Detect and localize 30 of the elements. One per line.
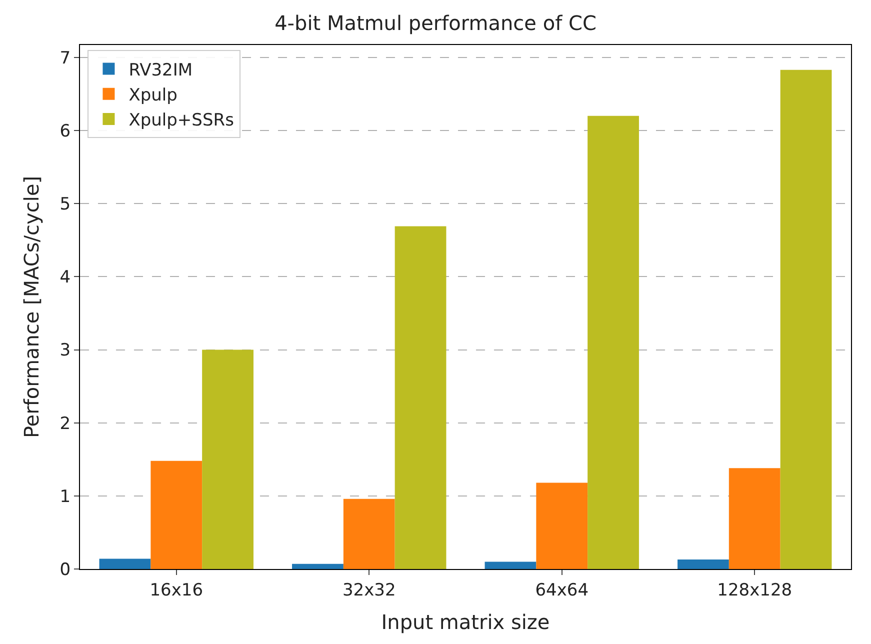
bar	[292, 564, 344, 569]
chart-title: 4-bit Matmul performance of CC	[274, 11, 596, 36]
bar	[202, 350, 254, 569]
y-tick-label: 0	[60, 560, 71, 580]
x-tick-label: 64x64	[535, 580, 589, 600]
legend-label: Xpulp+SSRs	[128, 110, 234, 131]
y-tick-label: 3	[60, 340, 71, 361]
bar	[588, 116, 639, 569]
bar	[780, 70, 832, 569]
bar	[150, 460, 202, 569]
bar	[394, 226, 446, 569]
y-tick-label: 2	[60, 414, 71, 434]
y-tick-label: 6	[60, 121, 71, 142]
x-tick-label: 128x128	[717, 580, 792, 600]
y-axis-title: Performance [MACs/cycle]	[19, 176, 44, 438]
x-tick-label: 32x32	[342, 580, 396, 600]
y-tick-label: 5	[60, 194, 71, 215]
bar	[99, 558, 151, 569]
bar	[678, 560, 729, 569]
bar	[536, 482, 588, 569]
bar	[484, 562, 536, 569]
legend-label: RV32IM	[128, 60, 193, 80]
bar	[728, 468, 780, 569]
y-tick-label: 7	[60, 48, 71, 68]
x-axis-title: Input matrix size	[381, 610, 550, 634]
y-tick-label: 4	[60, 268, 71, 288]
y-tick-label: 1	[60, 486, 71, 507]
x-tick-label: 16x16	[150, 580, 204, 600]
legend-label: Xpulp	[128, 86, 178, 106]
bar	[343, 498, 395, 569]
